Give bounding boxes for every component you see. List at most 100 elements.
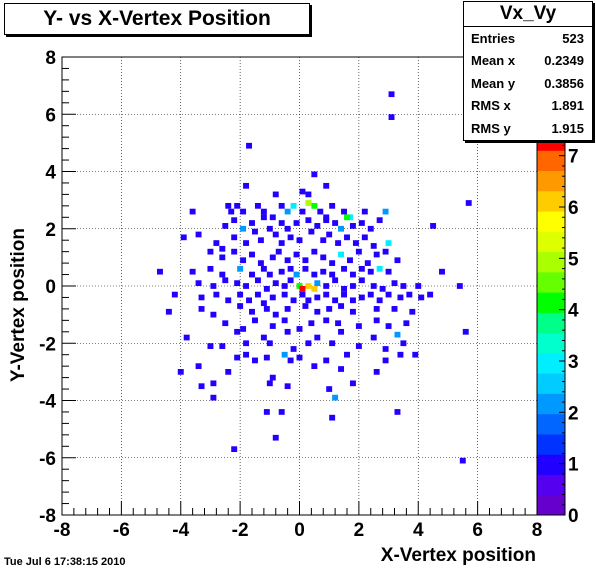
color-scale-segment (537, 393, 565, 415)
heatmap-bin (349, 308, 356, 315)
heatmap-bin (382, 357, 389, 364)
heatmap-bin (272, 311, 279, 318)
heatmap-bin (349, 380, 356, 387)
stats-box: Vx_Vy Entries 523 Mean x 0.2349 Mean y 0… (463, 1, 593, 141)
heatmap-bin (323, 291, 330, 298)
heatmap-bin (278, 220, 285, 226)
heatmap-bin (376, 297, 383, 304)
color-scale-segment (537, 474, 565, 496)
heatmap-bin (314, 334, 321, 341)
heatmap-bin (299, 208, 306, 215)
heatmap-bin (237, 303, 244, 309)
heatmap-bin (222, 277, 229, 284)
x-tick-label: 6 (472, 520, 483, 541)
heatmap-bin (305, 340, 312, 347)
heatmap-bin (385, 291, 392, 298)
heatmap-bin (388, 114, 395, 120)
heatmap-bin (266, 271, 273, 278)
heatmap-bin (349, 271, 356, 278)
stats-value: 0.2349 (544, 53, 584, 69)
color-scale-segment (537, 332, 565, 354)
heatmap-bin (376, 265, 383, 272)
heatmap-bin (210, 394, 217, 401)
heatmap-bin (355, 323, 362, 329)
heatmap-bin (213, 240, 220, 246)
color-scale-segment (537, 373, 565, 394)
heatmap-bin (243, 182, 250, 189)
stats-label: Mean x (471, 53, 516, 69)
heatmap-bin (278, 268, 285, 275)
heatmap-bin (189, 208, 196, 215)
heatmap-bin (219, 271, 226, 278)
stats-value: 1.891 (551, 98, 584, 114)
heatmap-bin (266, 380, 273, 387)
z-tick-label: 0 (568, 506, 579, 527)
heatmap-bin (329, 260, 336, 266)
heatmap-bin (329, 414, 336, 421)
heatmap-bin (228, 208, 235, 215)
heatmap-bin (210, 380, 217, 387)
heatmap-bin (234, 280, 241, 286)
heatmap-bin (213, 291, 220, 298)
heatmap-bin (225, 297, 232, 304)
heatmap-bin (281, 283, 288, 289)
heatmap-bin (320, 254, 327, 261)
heatmap-bin (293, 271, 300, 278)
heatmap-bin (299, 188, 306, 195)
heatmap-bin (249, 251, 255, 258)
heatmap-bin (344, 214, 350, 221)
color-scale-segment (537, 494, 565, 516)
heatmap-bin (403, 320, 410, 327)
z-tick-label: 6 (568, 198, 579, 219)
heatmap-bin (198, 306, 205, 312)
heatmap-bin (349, 297, 356, 304)
heatmap-bin (364, 260, 371, 266)
heatmap-bin (439, 268, 445, 275)
x-tick-label: -8 (54, 520, 71, 541)
z-tick-label: 5 (568, 249, 579, 270)
stats-label: Entries (471, 30, 516, 46)
heatmap-bin (207, 343, 214, 349)
color-scale-segment (537, 413, 565, 435)
heatmap-bin (219, 254, 226, 261)
heatmap-bin (210, 311, 217, 318)
heatmap-bin (219, 343, 226, 349)
y-tick-label: -2 (39, 334, 56, 355)
heatmap-bin (332, 220, 339, 226)
heatmap-bin (207, 265, 214, 272)
heatmap-bin (412, 351, 419, 358)
heatmap-bin (207, 248, 214, 255)
color-scale-segment (537, 231, 565, 253)
heatmap-bin (361, 234, 368, 241)
heatmap-bin (338, 225, 345, 232)
heatmap-bin (260, 334, 267, 341)
heatmap-bin (293, 251, 300, 258)
heatmap-bin (278, 409, 285, 415)
heatmap-bin (222, 320, 229, 327)
heatmap-bin (183, 334, 190, 341)
heatmap-bin (406, 291, 413, 298)
heatmap-bin (210, 283, 217, 289)
heatmap-bin (296, 326, 303, 332)
heatmap-bin (400, 340, 407, 347)
y-tick-label: -8 (39, 506, 56, 527)
heatmap-bin (302, 303, 309, 309)
heatmap-bin (272, 434, 279, 441)
heatmap-bin (254, 202, 261, 209)
heatmap-bin (243, 283, 250, 289)
heatmap-bin (269, 294, 276, 301)
chart-title: Y- vs X-Vertex Position (4, 3, 310, 35)
heatmap-bin (394, 409, 401, 415)
heatmap-bin (370, 243, 377, 249)
heatmap-bin (222, 223, 229, 229)
heatmap-bin (335, 320, 342, 327)
heatmap-bin (225, 202, 232, 209)
timestamp: Tue Jul 6 17:38:15 2010 (4, 556, 126, 568)
heatmap-bin (305, 217, 312, 224)
heatmap-bin (260, 214, 267, 221)
color-scale-segment (537, 150, 565, 172)
heatmap-bin (335, 240, 342, 246)
heatmap-bin (459, 457, 466, 464)
heatmap-bin (284, 225, 291, 232)
heatmap-bin (355, 248, 362, 255)
